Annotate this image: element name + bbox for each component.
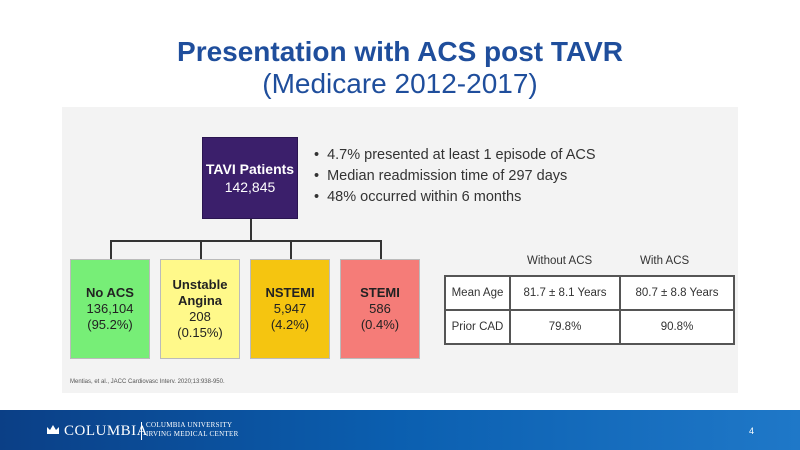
slide-title: Presentation with ACS post TAVR: [177, 36, 623, 67]
leaf-value: 586: [369, 301, 391, 316]
connector-drop: [290, 240, 292, 259]
finding-item: Median readmission time of 297 days: [314, 166, 596, 187]
footer-bar: COLUMBIA COLUMBIA UNIVERSITY IRVING MEDI…: [0, 410, 800, 450]
reference-citation: Mentias, et al., JACC Cardiovasc Interv.…: [70, 379, 225, 385]
leaf-percent: (4.2%): [270, 317, 310, 332]
institution-line: COLUMBIA UNIVERSITY: [146, 421, 233, 429]
leaf-unstable-angina: Unstable Angina 208 (0.15%): [160, 259, 240, 359]
leaf-nstemi: NSTEMI 5,947 (4.2%): [250, 259, 330, 359]
comparison-table: Mean Age 81.7 ± 8.1 Years 80.7 ± 8.8 Yea…: [444, 275, 735, 345]
root-value: 142,845: [224, 179, 276, 195]
connector-drop: [380, 240, 382, 259]
leaf-percent: (0.4%): [360, 317, 400, 332]
cell-without-acs: 79.8%: [509, 309, 621, 345]
leaf-label: NSTEMI: [265, 285, 315, 300]
row-label: Mean Age: [444, 275, 511, 311]
root-node: TAVI Patients 142,845: [202, 137, 298, 219]
connector-trunk: [250, 219, 252, 241]
leaf-value: 136,104: [86, 301, 134, 316]
connector-drop: [200, 240, 202, 259]
table-header-without-acs: Without ACS: [527, 255, 593, 267]
slide-subtitle: (Medicare 2012-2017): [262, 68, 538, 99]
leaf-label: Unstable Angina: [172, 277, 228, 308]
leaf-percent: (0.15%): [177, 325, 223, 340]
leaf-stemi: STEMI 586 (0.4%): [340, 259, 420, 359]
leaf-value: 208: [189, 309, 211, 324]
table-header-with-acs: With ACS: [640, 255, 690, 267]
crown-icon: [47, 425, 59, 434]
columbia-logo: COLUMBIA: [64, 423, 149, 439]
table-row: Prior CAD 79.8% 90.8%: [444, 309, 735, 345]
leaf-label: STEMI: [360, 285, 400, 300]
leaf-percent: (95.2%): [87, 317, 133, 332]
root-label: TAVI Patients: [205, 161, 295, 177]
leaf-no-acs: No ACS 136,104 (95.2%): [70, 259, 150, 359]
cell-without-acs: 81.7 ± 8.1 Years: [509, 275, 621, 311]
findings-list: 4.7% presented at least 1 episode of ACS…: [314, 145, 596, 208]
institution-line: IRVING MEDICAL CENTER: [146, 430, 239, 438]
table-row: Mean Age 81.7 ± 8.1 Years 80.7 ± 8.8 Yea…: [444, 275, 735, 311]
content-panel: TAVI Patients 142,845 No ACS 136,104 (95…: [62, 107, 738, 393]
cell-with-acs: 90.8%: [619, 309, 735, 345]
logo-divider: [141, 422, 142, 440]
row-label: Prior CAD: [444, 309, 511, 345]
finding-item: 48% occurred within 6 months: [314, 187, 596, 208]
leaf-label: No ACS: [86, 285, 134, 300]
finding-item: 4.7% presented at least 1 episode of ACS: [314, 145, 595, 166]
page-number: 4: [748, 426, 754, 436]
leaf-value: 5,947: [273, 301, 307, 316]
connector-bar: [110, 240, 381, 242]
cell-with-acs: 80.7 ± 8.8 Years: [619, 275, 735, 311]
connector-drop: [110, 240, 112, 259]
institution-name: COLUMBIA UNIVERSITY IRVING MEDICAL CENTE…: [146, 421, 239, 439]
